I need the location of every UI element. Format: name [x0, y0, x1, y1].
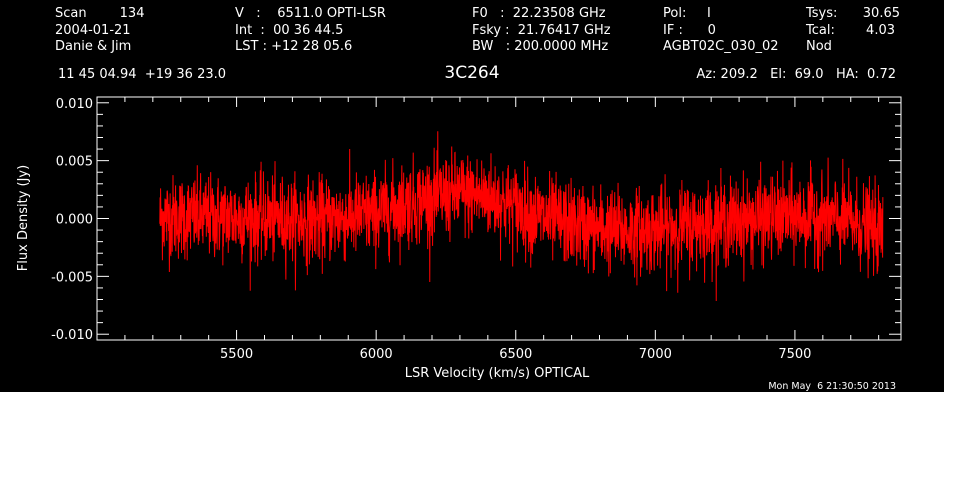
axis-tick-labels: 5500 6000 6500 7000 7500 -0.010 -0.005 0.000 0.0… — [51, 97, 811, 362]
sky-frequency: Fsky : 21.76417 GHz — [472, 23, 611, 38]
x-tick-label: 7000 — [639, 347, 672, 362]
spectrum-plot: Scan 134 2004-01-21 Danie & Jim V : 6511… — [0, 0, 944, 392]
y-tick-label: -0.010 — [51, 328, 93, 343]
tcal-label: Tcal: — [805, 23, 835, 38]
procedure-label: Nod — [806, 39, 832, 54]
x-tick-label: 6000 — [360, 347, 393, 362]
tcal-value: 4.03 — [866, 23, 895, 38]
y-tick-label: 0.005 — [56, 155, 93, 170]
polarization: Pol: I — [663, 6, 711, 21]
bandwidth: BW : 200.0000 MHz — [472, 39, 608, 54]
rest-frequency: F0 : 22.23508 GHz — [472, 6, 606, 21]
if-number: IF : 0 — [663, 23, 716, 38]
lst: LST : +12 28 05.6 — [235, 39, 352, 54]
observers: Danie & Jim — [55, 39, 131, 54]
x-tick-label: 5500 — [220, 347, 253, 362]
source-coordinates: 11 45 04.94 +19 36 23.0 — [58, 67, 226, 82]
y-tick-label: -0.005 — [51, 270, 93, 285]
velocity-info: V : 6511.0 OPTI-LSR — [235, 6, 386, 21]
integration-time: Int : 00 36 44.5 — [235, 23, 343, 38]
plot-timestamp: Mon May 6 21:30:50 2013 — [768, 381, 896, 392]
y-tick-label: 0.010 — [56, 97, 93, 112]
y-axis-title: Flux Density (Jy) — [16, 165, 31, 271]
tsys-label: Tsys: — [805, 6, 837, 21]
tsys-value: 30.65 — [863, 6, 900, 21]
y-tick-label: 0.000 — [56, 213, 93, 228]
observation-date: 2004-01-21 — [55, 23, 131, 38]
axis-ticks — [97, 97, 901, 340]
project-id: AGBT02C_030_02 — [663, 39, 779, 54]
x-tick-label: 6500 — [499, 347, 532, 362]
az-el-ha: Az: 209.2 El: 69.0 HA: 0.72 — [696, 67, 896, 82]
chart-title: 3C264 — [444, 63, 499, 83]
scan-number: Scan 134 — [55, 6, 144, 21]
x-axis-title: LSR Velocity (km/s) OPTICAL — [405, 366, 590, 381]
spectrum-trace — [159, 131, 884, 302]
x-tick-label: 7500 — [778, 347, 811, 362]
